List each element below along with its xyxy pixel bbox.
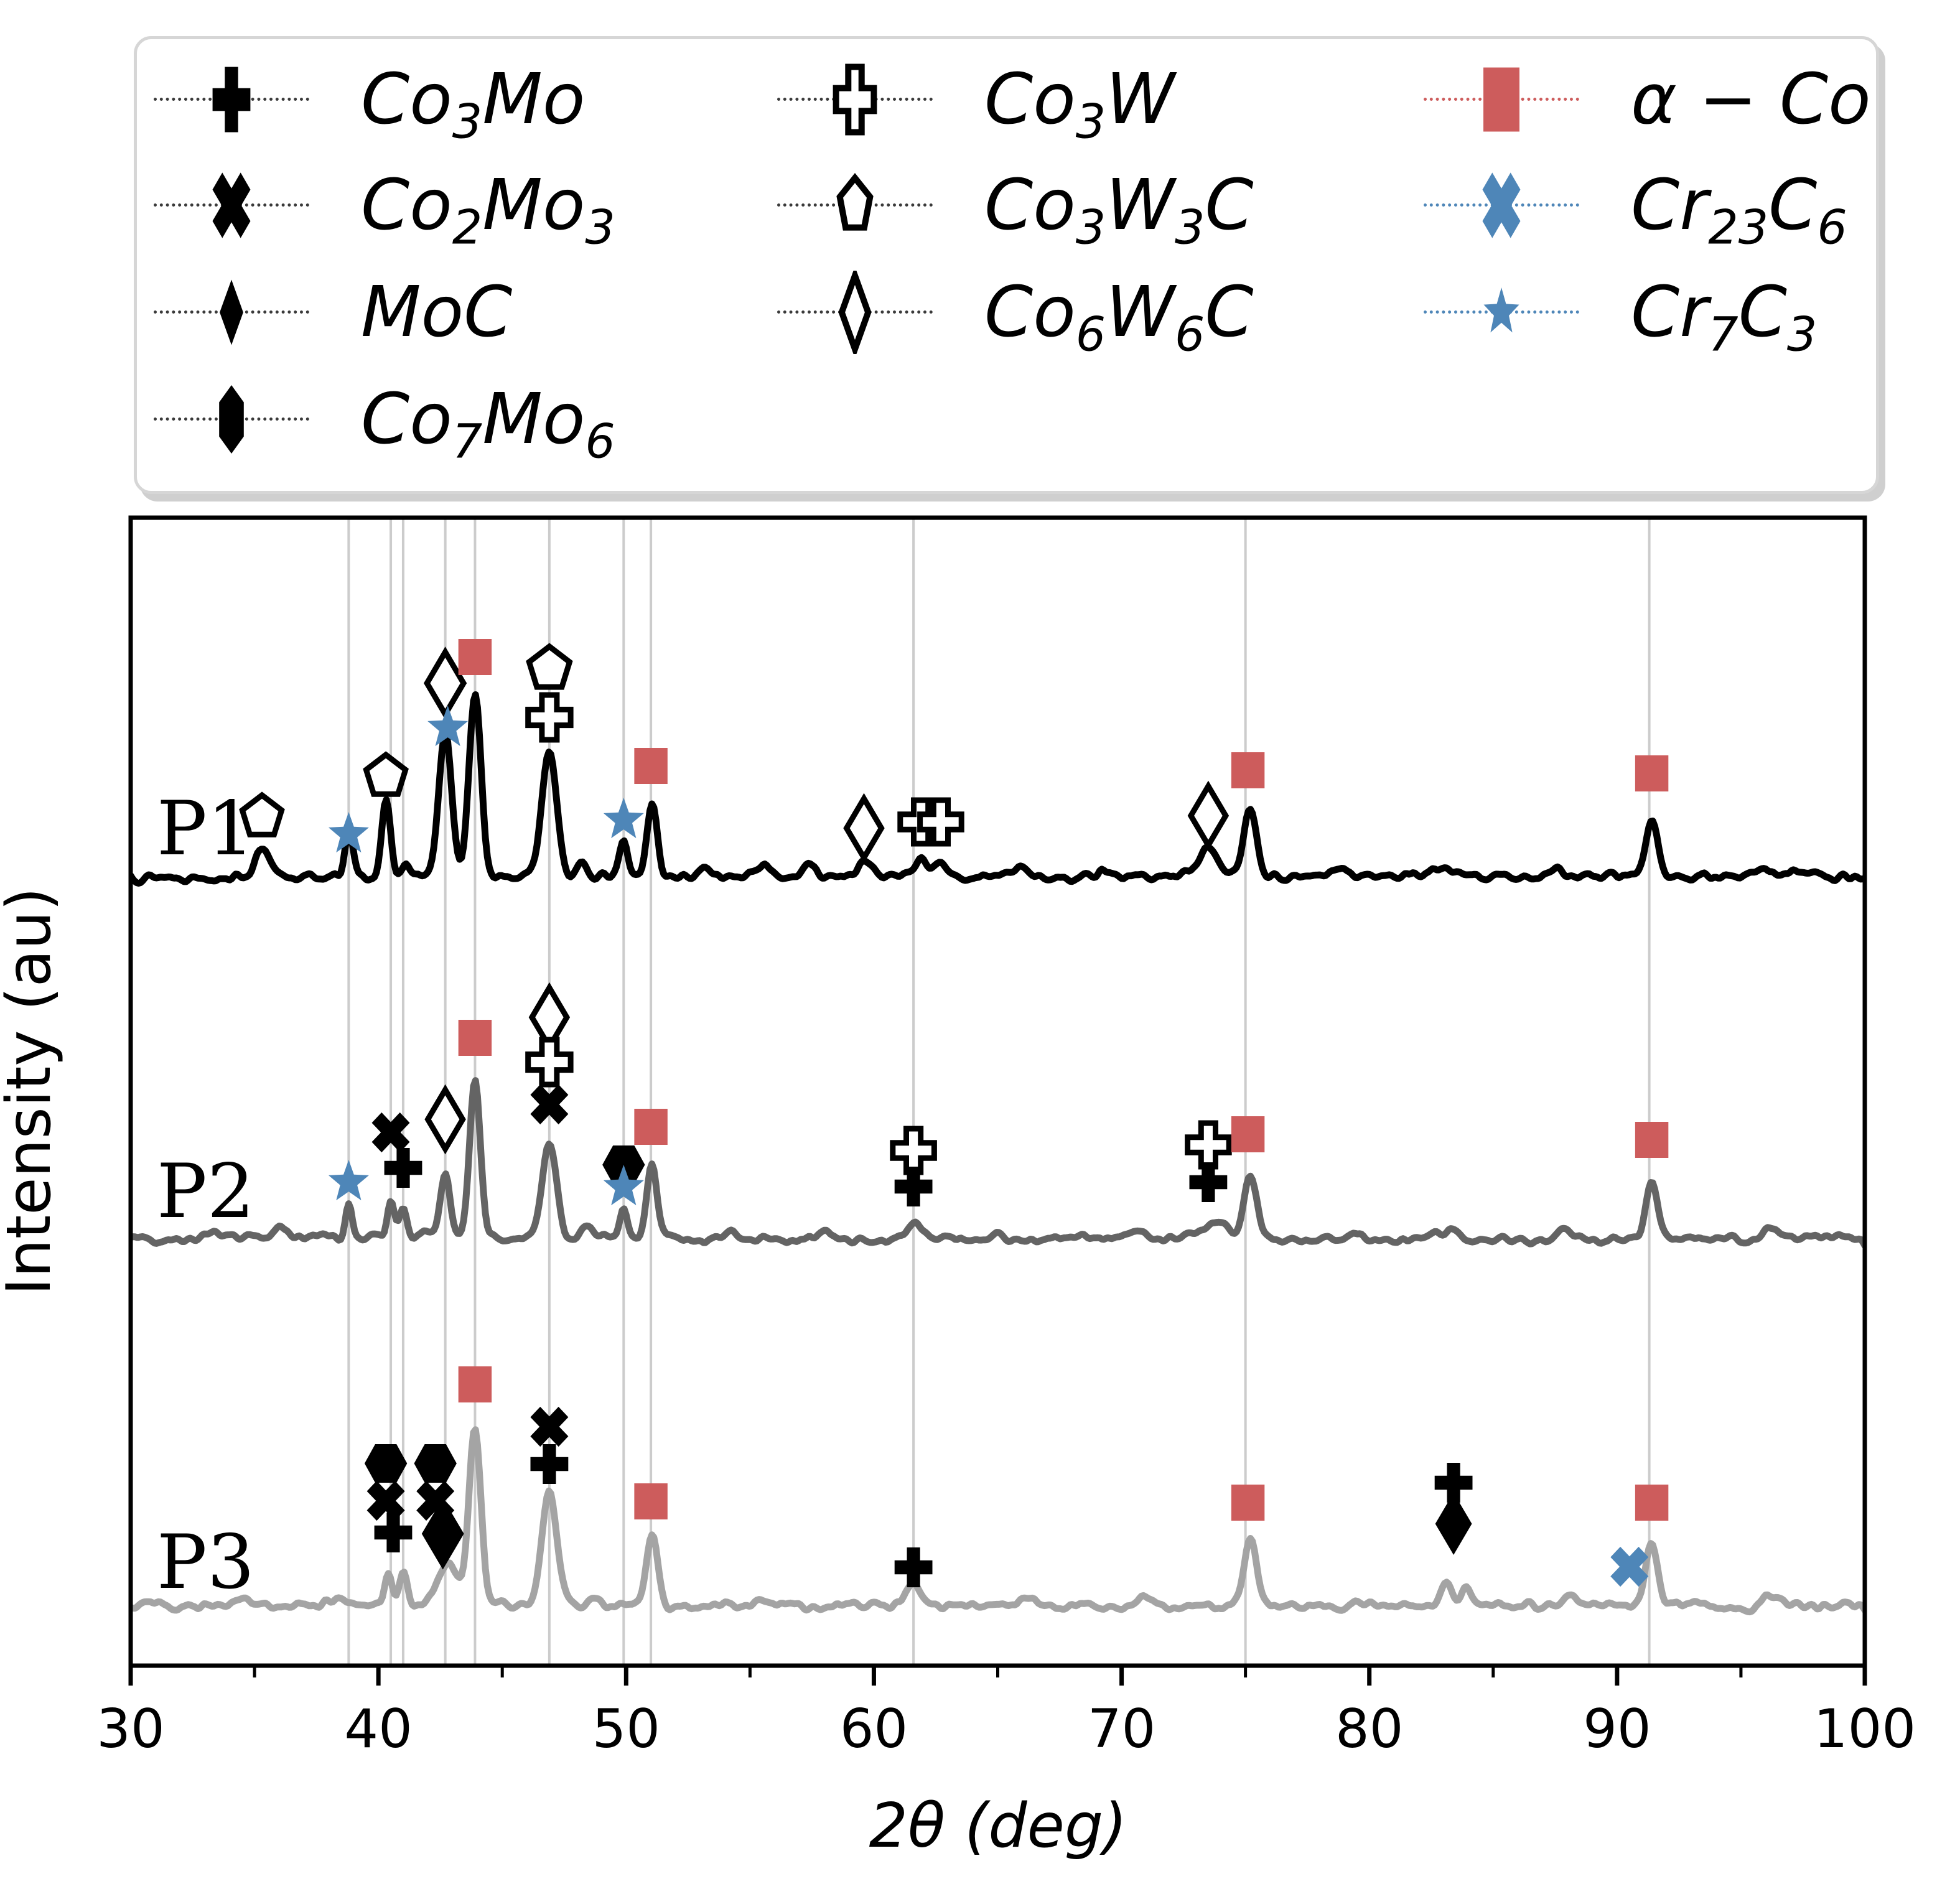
x-tick-label: 70 xyxy=(1088,1698,1155,1760)
co6w6c-marker xyxy=(838,271,872,354)
marker-opendiamond-P2 xyxy=(424,1084,466,1155)
marker-opencross-P2 xyxy=(1185,1120,1232,1170)
legend-label-co2mo3: Co2Mo3 xyxy=(361,165,615,255)
co6w6c-marker-icon xyxy=(838,271,872,354)
cr23c6-marker xyxy=(1482,172,1521,238)
legend-label-co7mo6: Co7Mo6 xyxy=(361,379,615,469)
marker-opendiamond-P1 xyxy=(843,793,885,864)
marker-square-P2 xyxy=(1231,1116,1265,1152)
marker-opencross-P1 xyxy=(525,692,574,743)
marker-square-P1 xyxy=(1231,752,1265,788)
xrd-curve-P3 xyxy=(131,1426,1865,1616)
xrd-curve-P1 xyxy=(131,691,1865,887)
x-tick-label: 100 xyxy=(1814,1698,1916,1760)
legend-label-moc: MoC xyxy=(361,272,513,353)
marker-x-P2 xyxy=(371,1112,410,1153)
marker-plus-P2 xyxy=(384,1148,422,1188)
co3mo-marker-icon xyxy=(212,67,251,133)
co3w3c-marker-icon xyxy=(836,173,874,231)
marker-openpent-P1 xyxy=(239,791,285,837)
co7mo6-marker-icon xyxy=(219,385,244,454)
marker-square-P3 xyxy=(634,1483,668,1519)
marker-square-P3 xyxy=(458,1366,492,1402)
marker-square-P2 xyxy=(1635,1122,1669,1158)
legend-label-alpha-co: α − Co xyxy=(1631,59,1871,140)
marker-square-P2 xyxy=(634,1109,668,1145)
marker-plus-P3 xyxy=(374,1513,413,1552)
marker-opencross-P2 xyxy=(525,1037,574,1088)
co3w-marker-icon xyxy=(833,63,877,136)
legend-label-co3w3c: Co3W3C xyxy=(984,165,1254,255)
co2mo3-marker xyxy=(212,172,251,238)
x-tick-label: 40 xyxy=(344,1698,412,1760)
x-tick-label: 50 xyxy=(592,1698,660,1760)
marker-plus-P3 xyxy=(530,1444,569,1484)
marker-square-P2 xyxy=(458,1020,492,1056)
legend-label-cr23c6: Cr23C6 xyxy=(1631,165,1847,255)
marker-square-P1 xyxy=(634,748,668,784)
x-tick-label: 30 xyxy=(96,1698,164,1760)
marker-plus-P3 xyxy=(1434,1463,1473,1503)
marker-square-P3 xyxy=(1231,1485,1265,1521)
marker-openpent-P1 xyxy=(526,643,573,690)
marker-x-P3 xyxy=(530,1406,569,1447)
axes: 30 40 50 60 70 80 90 100 xyxy=(96,515,1916,1760)
marker-plus-P2 xyxy=(1189,1162,1228,1202)
x-axis-label: 2θ (deg) xyxy=(869,1791,1127,1862)
marker-hex-P3 xyxy=(364,1444,408,1483)
marker-star-P2 xyxy=(603,1165,644,1206)
moc-marker-icon xyxy=(220,279,243,345)
co3w3c-marker xyxy=(836,173,874,231)
series-label-P1: P1 xyxy=(157,786,254,872)
marker-star-P1 xyxy=(603,798,644,839)
x-tick-label: 60 xyxy=(840,1698,908,1760)
marker-opendiamond-P1 xyxy=(1187,780,1230,851)
marker-opendiamond-P1 xyxy=(423,646,467,720)
co2mo3-marker-icon xyxy=(212,172,251,238)
xrd-curve-P2 xyxy=(131,1077,1865,1249)
series-label-P3: P3 xyxy=(157,1519,254,1606)
marker-plus-P3 xyxy=(894,1547,933,1587)
legend-label-co3w: Co3W xyxy=(984,59,1175,149)
marker-star-P1 xyxy=(328,812,369,853)
marker-square-P1 xyxy=(1635,755,1669,791)
x-tick-label: 90 xyxy=(1583,1698,1651,1760)
co7mo6-marker xyxy=(219,385,244,454)
marker-xblue-P3 xyxy=(1610,1546,1649,1587)
marker-star-P1 xyxy=(427,706,469,747)
cr23c6-marker-icon xyxy=(1482,172,1521,238)
co3mo-marker xyxy=(212,67,251,133)
marker-square-P3 xyxy=(1635,1485,1669,1521)
x-tick-label: 80 xyxy=(1335,1698,1403,1760)
marker-x-P2 xyxy=(530,1084,569,1125)
series-label-P2: P2 xyxy=(157,1149,254,1235)
marker-square-P1 xyxy=(458,639,492,675)
marker-openpent-P1 xyxy=(363,751,409,797)
alpha-co-marker-icon xyxy=(1483,67,1519,132)
co3w-marker xyxy=(833,63,877,136)
marker-star-P2 xyxy=(328,1160,369,1201)
legend-label-cr7c3: Cr7C3 xyxy=(1631,272,1818,362)
phase-markers xyxy=(239,639,1669,1587)
marker-opencross-P1 xyxy=(917,797,964,847)
marker-opencross-P2 xyxy=(890,1126,937,1175)
alpha-co-marker xyxy=(1483,67,1519,132)
y-axis-label: Intensity (au) xyxy=(0,887,65,1295)
marker-hex-P3 xyxy=(414,1444,457,1483)
series-labels: P1 P2 P3 xyxy=(157,786,254,1606)
curves xyxy=(131,691,1865,1616)
legend-label-co3mo: Co3Mo xyxy=(361,59,586,149)
legend-label-co6w6c: Co6W6C xyxy=(984,272,1254,362)
marker-diamond-P3 xyxy=(1435,1493,1472,1555)
moc-marker xyxy=(220,279,243,345)
cr7c3-marker-icon xyxy=(1483,287,1519,333)
marker-diamond-P3 xyxy=(421,1498,464,1570)
marker-x-P3 xyxy=(366,1480,405,1521)
cr7c3-marker xyxy=(1483,287,1519,333)
marker-plus-P2 xyxy=(894,1167,933,1206)
legend: Co3Mo Co2Mo3 MoC Co7Mo6 Co3W Co3W3C Co6W6C α − … xyxy=(134,36,1879,494)
